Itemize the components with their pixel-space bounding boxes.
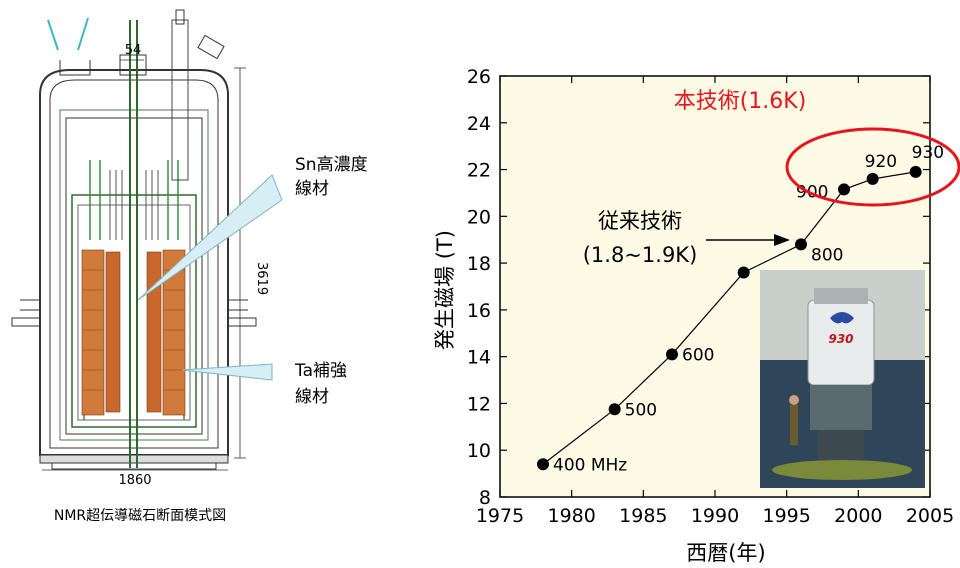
dim-top-label: 54: [125, 43, 142, 58]
data-point-label: 800: [811, 245, 843, 265]
y-axis-title: 発生磁場 (T): [433, 230, 457, 350]
diagram-caption: NMR超伝導磁石断面模式図: [54, 508, 226, 524]
x-tick-label: 1990: [691, 505, 739, 527]
y-tick-label: 20: [467, 206, 491, 228]
data-point: [608, 403, 621, 416]
coil-windings: [81, 249, 186, 416]
annotation-arrow: [706, 234, 790, 246]
x-axis-title: 西暦(年): [686, 541, 765, 565]
data-point: [666, 348, 678, 361]
data-point: [537, 458, 549, 471]
callout-sn-line1: Sn高濃度: [295, 155, 368, 175]
data-point-label: 930: [912, 143, 944, 163]
data-point-label: 920: [865, 152, 897, 172]
y-tick-label: 18: [467, 253, 491, 275]
x-tick-label: 2005: [906, 505, 954, 527]
annotation-old-tech-line2: (1.8~1.9K): [583, 243, 698, 267]
x-tick-label: 1980: [547, 505, 595, 527]
dim-height-label: 3619: [254, 262, 269, 295]
inset-photo: 930: [760, 270, 925, 488]
annotation-new-tech: 本技術(1.6K): [674, 89, 807, 114]
x-tick-label: 1995: [762, 505, 810, 527]
data-point: [737, 266, 750, 279]
callout-ta-line1: Ta補強: [294, 361, 347, 381]
callout-ta-line2: 線材: [295, 387, 329, 407]
dim-width-label: 1860: [118, 473, 151, 488]
y-tick-label: 24: [467, 113, 491, 135]
y-tick-label: 10: [467, 440, 491, 462]
y-tick-label: 26: [467, 66, 491, 88]
y-tick-label: 8: [479, 487, 491, 509]
annotation-old-tech-line1: 従来技術: [598, 209, 682, 233]
data-point: [866, 172, 879, 185]
x-tick-label: 1975: [476, 505, 524, 527]
y-tick-label: 22: [467, 160, 491, 182]
x-tick-label: 2000: [834, 505, 882, 527]
dimension-lines: [42, 59, 246, 471]
callout-ta-pointer: [181, 363, 273, 381]
magnet-cross-section-diagram: 54 3619 1860 Sn高濃度 線材 Ta補強 線材 NMR超伝導磁石断面…: [11, 9, 368, 524]
y-tick-label: 12: [467, 393, 491, 415]
data-point: [838, 183, 850, 196]
data-point-label: 500: [625, 400, 657, 420]
data-point: [795, 238, 807, 251]
data-point: [909, 165, 922, 178]
data-point-label: 400 MHz: [553, 455, 627, 475]
x-tick-label: 1985: [619, 505, 667, 527]
data-point-label: 600: [682, 345, 714, 365]
callout-sn-pointer: [137, 174, 283, 301]
callout-sn-line2: 線材: [295, 179, 329, 199]
inset-badge: 930: [828, 332, 853, 346]
highlight-ellipse: [785, 127, 960, 207]
y-tick-label: 16: [467, 300, 491, 322]
y-tick-label: 14: [467, 347, 491, 369]
